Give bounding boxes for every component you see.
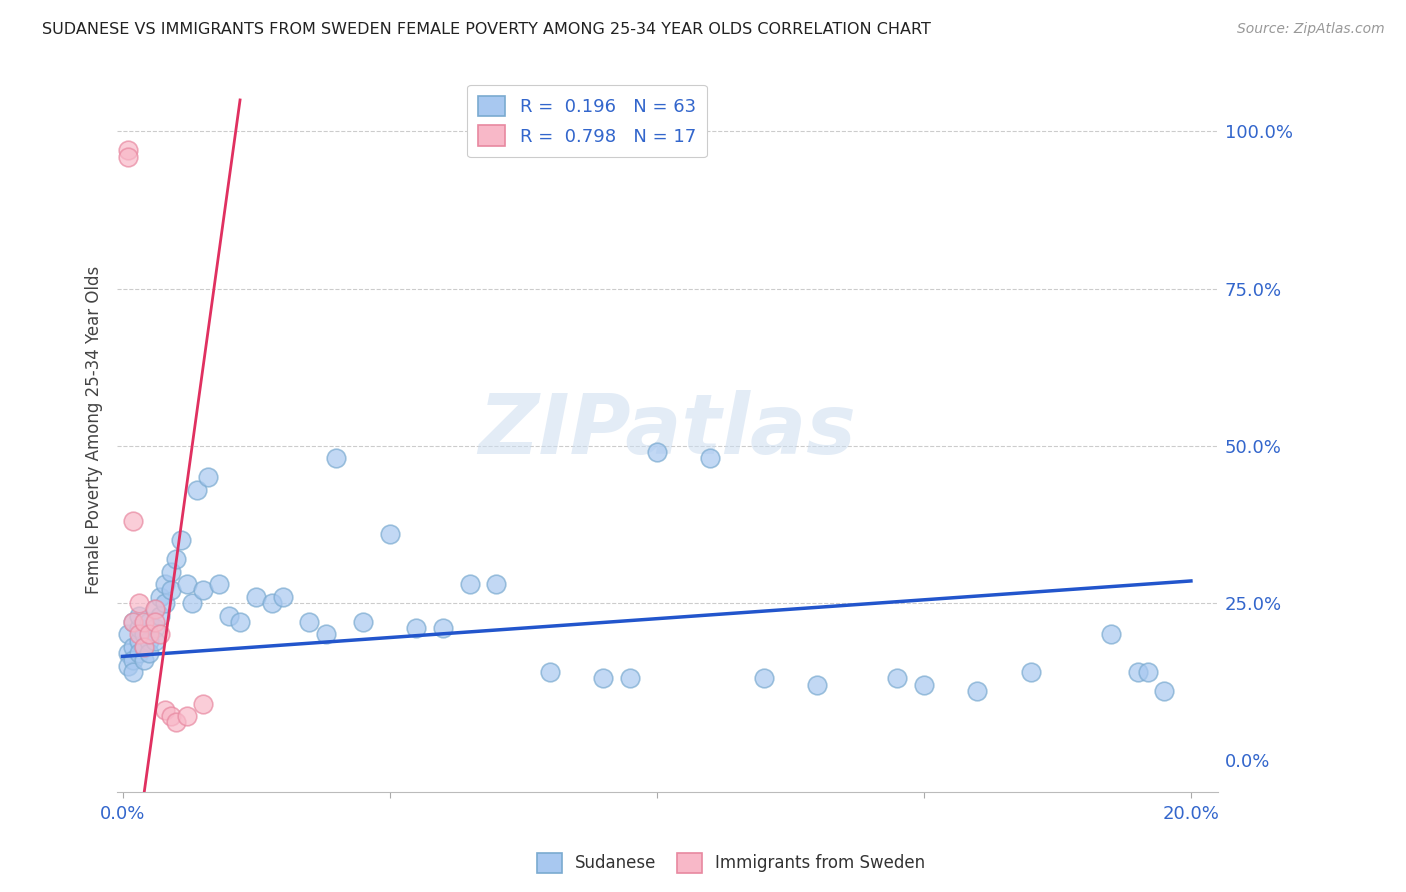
Point <box>143 621 166 635</box>
Point <box>138 633 160 648</box>
Point <box>138 627 160 641</box>
Point <box>117 658 139 673</box>
Point <box>325 451 347 466</box>
Point <box>806 678 828 692</box>
Point <box>128 627 150 641</box>
Point <box>1126 665 1149 680</box>
Point <box>458 577 481 591</box>
Point <box>128 596 150 610</box>
Point <box>128 608 150 623</box>
Point <box>132 652 155 666</box>
Point <box>592 672 614 686</box>
Point <box>645 445 668 459</box>
Point <box>191 697 214 711</box>
Point <box>117 150 139 164</box>
Point <box>699 451 721 466</box>
Point <box>143 633 166 648</box>
Legend: R =  0.196   N = 63, R =  0.798   N = 17: R = 0.196 N = 63, R = 0.798 N = 17 <box>467 85 707 157</box>
Text: Source: ZipAtlas.com: Source: ZipAtlas.com <box>1237 22 1385 37</box>
Point <box>143 602 166 616</box>
Point <box>886 672 908 686</box>
Point <box>122 615 145 629</box>
Point <box>405 621 427 635</box>
Point <box>122 640 145 654</box>
Point <box>159 709 181 723</box>
Point <box>176 577 198 591</box>
Point <box>176 709 198 723</box>
Point <box>117 627 139 641</box>
Point <box>165 552 187 566</box>
Point <box>170 533 193 547</box>
Point <box>1019 665 1042 680</box>
Point <box>352 615 374 629</box>
Point <box>191 583 214 598</box>
Point <box>186 483 208 497</box>
Point <box>132 640 155 654</box>
Point <box>149 627 172 641</box>
Point <box>966 684 988 698</box>
Point <box>218 608 240 623</box>
Point <box>245 590 267 604</box>
Point <box>132 615 155 629</box>
Point <box>197 470 219 484</box>
Point <box>1153 684 1175 698</box>
Legend: Sudanese, Immigrants from Sweden: Sudanese, Immigrants from Sweden <box>530 847 932 880</box>
Point <box>1137 665 1160 680</box>
Point <box>117 646 139 660</box>
Point <box>752 672 775 686</box>
Point <box>378 526 401 541</box>
Point <box>138 615 160 629</box>
Point <box>122 665 145 680</box>
Point <box>122 514 145 528</box>
Y-axis label: Female Poverty Among 25-34 Year Olds: Female Poverty Among 25-34 Year Olds <box>86 266 103 594</box>
Point <box>485 577 508 591</box>
Point <box>128 633 150 648</box>
Point <box>128 621 150 635</box>
Point <box>262 596 284 610</box>
Point <box>132 627 155 641</box>
Point <box>208 577 231 591</box>
Point <box>1099 627 1122 641</box>
Point <box>128 646 150 660</box>
Point <box>155 596 177 610</box>
Point <box>138 646 160 660</box>
Point <box>155 577 177 591</box>
Point <box>298 615 321 629</box>
Point <box>149 608 172 623</box>
Point <box>165 715 187 730</box>
Point <box>159 583 181 598</box>
Point <box>143 602 166 616</box>
Point <box>229 615 252 629</box>
Point <box>143 615 166 629</box>
Text: ZIPatlas: ZIPatlas <box>478 390 856 471</box>
Point <box>271 590 294 604</box>
Point <box>122 652 145 666</box>
Point <box>132 640 155 654</box>
Point <box>315 627 337 641</box>
Point <box>912 678 935 692</box>
Point <box>619 672 641 686</box>
Text: SUDANESE VS IMMIGRANTS FROM SWEDEN FEMALE POVERTY AMONG 25-34 YEAR OLDS CORRELAT: SUDANESE VS IMMIGRANTS FROM SWEDEN FEMAL… <box>42 22 931 37</box>
Point <box>117 143 139 157</box>
Point <box>159 565 181 579</box>
Point <box>122 615 145 629</box>
Point <box>149 590 172 604</box>
Point <box>155 703 177 717</box>
Point <box>181 596 204 610</box>
Point <box>538 665 561 680</box>
Point <box>432 621 454 635</box>
